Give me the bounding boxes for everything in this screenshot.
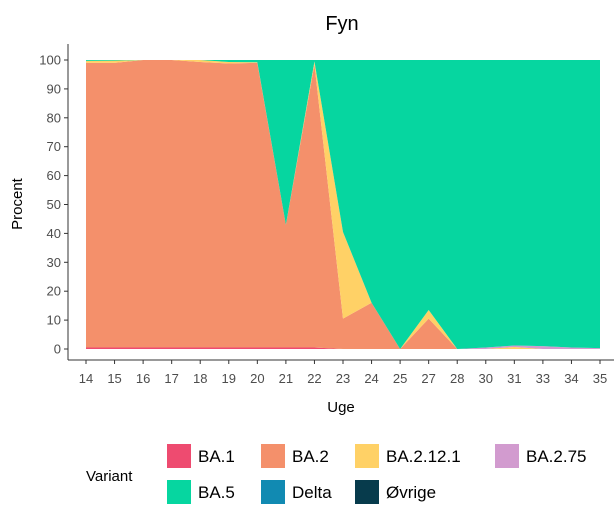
legend-swatch (495, 444, 519, 468)
x-tick-label: 19 (222, 371, 236, 386)
x-tick-label: 28 (450, 371, 464, 386)
x-tick-label: 15 (107, 371, 121, 386)
plot-areas (86, 60, 600, 349)
legend-title: Variant (86, 468, 133, 485)
x-tick-label: 17 (164, 371, 178, 386)
x-tick-label: 18 (193, 371, 207, 386)
x-axis-ticks: 14 15 16 17 18 19 20 21 22 23 24 25 27 28 30 31 33 34 35 (79, 360, 607, 386)
y-tick-label: 80 (47, 110, 61, 125)
area-ba-1 (86, 347, 600, 349)
x-tick-label: 35 (593, 371, 607, 386)
y-tick-label: 100 (39, 53, 61, 68)
y-axis-title: Procent (9, 177, 26, 230)
legend-label: BA.1 (198, 447, 235, 466)
x-tick-label: 20 (250, 371, 264, 386)
legend-swatch (167, 480, 191, 504)
legend-swatch (355, 444, 379, 468)
legend-swatch (261, 444, 285, 468)
axes (67, 44, 614, 361)
x-tick-label: 25 (393, 371, 407, 386)
y-tick-label: 70 (47, 139, 61, 154)
x-tick-label: 34 (564, 371, 578, 386)
y-tick-label: 90 (47, 81, 61, 96)
chart-title: Fyn (325, 13, 358, 35)
legend-swatch (261, 480, 285, 504)
y-tick-label: 60 (47, 168, 61, 183)
legend-label: BA.2.12.1 (386, 447, 461, 466)
x-tick-label: 21 (279, 371, 293, 386)
y-tick-label: 20 (47, 284, 61, 299)
legend-label: BA.2 (292, 447, 329, 466)
x-tick-label: 33 (536, 371, 550, 386)
area-ba-2 (86, 60, 600, 349)
x-tick-label: 27 (421, 371, 435, 386)
x-tick-label: 22 (307, 371, 321, 386)
legend-items: BA.1 BA.2 BA.2.12.1 BA.2.75 BA.5 Delta Øvrige (167, 444, 587, 504)
x-tick-label: 24 (364, 371, 378, 386)
y-axis-ticks: 0 10 20 30 40 50 60 70 80 90 100 (39, 53, 68, 357)
y-tick-label: 30 (47, 255, 61, 270)
x-tick-label: 14 (79, 371, 93, 386)
x-tick-label: 16 (136, 371, 150, 386)
x-tick-label: 30 (479, 371, 493, 386)
y-tick-label: 40 (47, 226, 61, 241)
y-tick-label: 50 (47, 197, 61, 212)
y-tick-label: 10 (47, 313, 61, 328)
x-tick-label: 31 (507, 371, 521, 386)
legend-label: BA.5 (198, 483, 235, 502)
legend-label: Delta (292, 483, 332, 502)
legend: Variant BA.1 BA.2 BA.2.12.1 BA.2.75 BA.5 Delt… (86, 444, 587, 504)
x-tick-label: 23 (336, 371, 350, 386)
legend-swatch (355, 480, 379, 504)
area-ba-2-12-1 (86, 60, 600, 349)
legend-swatch (167, 444, 191, 468)
x-axis-title: Uge (327, 399, 355, 416)
area-ba-5 (86, 60, 600, 349)
legend-label: Øvrige (386, 483, 436, 502)
legend-label: BA.2.75 (526, 447, 587, 466)
y-tick-label: 0 (54, 342, 61, 357)
